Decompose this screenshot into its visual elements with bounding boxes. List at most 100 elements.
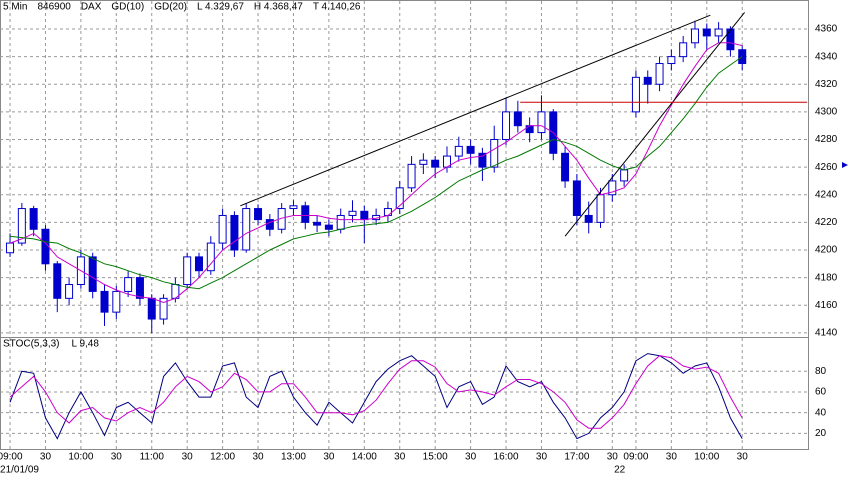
x-tick-label: 30 [394,452,406,463]
candle-body [348,210,357,216]
stat-text: T 4.140,26 [313,2,361,13]
candle-body [277,208,286,230]
x-tick-label: 12:00 [210,452,235,463]
x-tick-label: 30 [607,452,619,463]
candle-body [324,224,333,230]
candle-body [29,208,38,230]
x-tick-label: 30 [465,452,477,463]
candle-body [726,28,735,51]
candle-body [17,208,26,244]
candle-body [525,125,534,134]
candle-body [714,28,723,37]
candle-body [135,277,144,299]
candle-body [572,180,581,216]
candle-body [289,205,298,210]
y-tick-label: 4140 [815,327,838,338]
candle-body [537,111,546,134]
candle-body [620,169,629,182]
candle-body [690,28,699,44]
candle-body [490,138,499,168]
y-tick-label: 4240 [815,189,838,200]
pane-title: STOC(5,3,3) [3,339,60,350]
header-text: 846900 [37,2,71,13]
x-tick-label: 30 [111,452,123,463]
x-tick-label: 30 [182,452,194,463]
y-tick-label: 20 [815,428,827,439]
y-tick-label: 4160 [815,300,838,311]
x-tick-label: 09:00 [623,452,648,463]
x-tick-label: 30 [737,452,749,463]
header-text: 5 Min [3,2,27,13]
candle-body [242,208,251,251]
candle-body [147,297,156,320]
y-tick-label: 80 [815,366,827,377]
plot-frame [0,0,809,450]
candle-body [254,208,263,221]
candle-body [431,159,440,168]
candle-body [631,76,640,113]
candle-body [738,49,747,65]
y-tick-label: 4280 [815,134,838,145]
header-text: DAX [81,2,102,13]
x-tick-label: 11:00 [140,452,165,463]
x-tick-label: 10:00 [694,452,719,463]
y-tick-label: 4180 [815,272,838,283]
candle-body [301,205,310,223]
series-line [9,355,743,429]
candle-body [655,63,664,85]
candle-body [159,297,168,320]
x-tick-label: 17:00 [564,452,589,463]
candle-body [395,187,404,210]
y-tick-label: 40 [815,407,827,418]
x-tick-label: 15:00 [423,452,448,463]
candle-body [454,145,463,157]
candle-body [183,256,192,286]
y-tick-label: 4300 [815,107,838,118]
candle-body [561,152,570,182]
y-tick-label: 4200 [815,245,838,256]
candle-body [419,159,428,165]
series-line [9,353,743,440]
candle-body [513,111,522,127]
date-label: 22 [614,465,626,476]
y-tick-label: 4340 [815,51,838,62]
x-tick-label: 30 [252,452,264,463]
x-tick-label: 16:00 [494,452,519,463]
x-tick-label: 14:00 [352,452,377,463]
candle-body [100,290,109,313]
candle-body [667,56,676,65]
trend-line [240,14,711,207]
candle-body [88,256,97,292]
x-tick-label: 30 [666,452,678,463]
y-tick-label: 4220 [815,217,838,228]
candle-body [206,242,215,272]
candle-body [124,277,133,292]
y-tick-label: 4360 [815,24,838,35]
candle-body [643,76,652,85]
y-tick-label: 4320 [815,79,838,90]
price-marker [842,162,848,168]
x-tick-label: 30 [536,452,548,463]
series-line [9,56,743,290]
x-tick-label: 30 [323,452,335,463]
stat-text: L 4.329,67 [197,2,244,13]
candle-body [596,194,605,223]
candle-body [360,210,369,221]
candle-body [584,214,593,223]
stat-text: H 4.368,47 [254,2,303,13]
y-tick-label: 4260 [815,162,838,173]
candle-body [679,42,688,58]
candle-body [466,145,475,154]
candle-body [194,256,203,272]
x-tick-label: 13:00 [281,452,306,463]
candle-body [478,152,487,168]
candle-body [313,221,322,226]
trend-line [564,12,745,237]
candle-body [53,263,62,299]
x-tick-label: 30 [40,452,52,463]
candle-body [383,208,392,216]
candle-body [230,214,239,251]
candle-body [218,214,227,244]
